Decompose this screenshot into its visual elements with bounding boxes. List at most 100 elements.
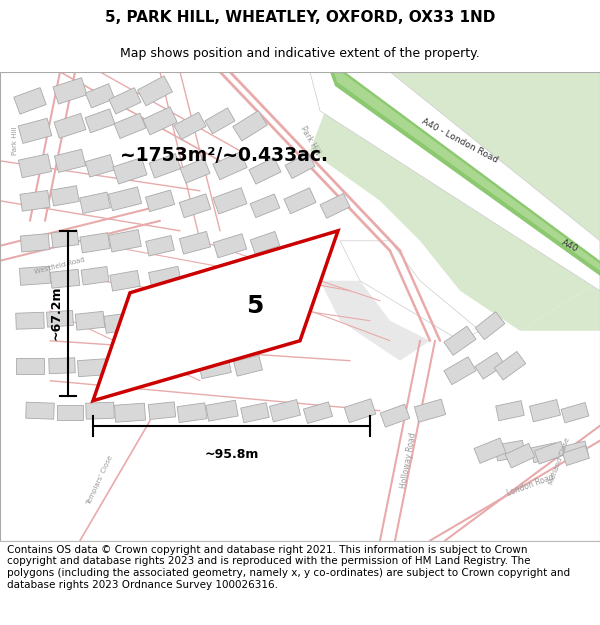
Polygon shape (110, 271, 140, 291)
Text: Templars' Close: Templars' Close (86, 455, 114, 506)
Polygon shape (141, 359, 169, 377)
Polygon shape (53, 78, 87, 104)
Polygon shape (320, 193, 350, 218)
Polygon shape (49, 357, 75, 374)
Polygon shape (19, 154, 52, 178)
Polygon shape (170, 356, 200, 376)
Polygon shape (145, 190, 175, 212)
Polygon shape (269, 399, 301, 422)
Polygon shape (109, 229, 142, 252)
Polygon shape (54, 114, 86, 138)
Polygon shape (75, 311, 105, 330)
Polygon shape (330, 72, 600, 276)
Polygon shape (284, 188, 316, 214)
Polygon shape (220, 267, 250, 289)
Polygon shape (179, 194, 211, 218)
Polygon shape (57, 405, 83, 420)
Text: ~67.2m: ~67.2m (49, 286, 62, 341)
Polygon shape (19, 266, 50, 285)
Polygon shape (109, 88, 141, 114)
Polygon shape (137, 76, 172, 106)
Polygon shape (475, 312, 505, 339)
Polygon shape (474, 438, 506, 463)
Polygon shape (380, 404, 410, 427)
Polygon shape (496, 401, 524, 421)
Polygon shape (233, 312, 263, 334)
Polygon shape (77, 359, 107, 377)
Polygon shape (535, 441, 566, 464)
Text: A40 - London Road: A40 - London Road (421, 117, 500, 165)
Polygon shape (529, 399, 560, 422)
Polygon shape (563, 446, 589, 466)
Polygon shape (444, 357, 476, 384)
Polygon shape (444, 326, 476, 355)
Polygon shape (50, 269, 80, 288)
Polygon shape (174, 112, 206, 139)
Text: Contains OS data © Crown copyright and database right 2021. This information is : Contains OS data © Crown copyright and d… (7, 545, 571, 589)
Text: 5, PARK HILL, WHEATLEY, OXFORD, OX33 1ND: 5, PARK HILL, WHEATLEY, OXFORD, OX33 1ND (105, 11, 495, 26)
Polygon shape (16, 312, 44, 329)
Text: Morland Close: Morland Close (549, 436, 571, 485)
Polygon shape (85, 109, 115, 132)
Text: Park Hill: Park Hill (298, 125, 322, 157)
Text: Holloway Road: Holloway Road (398, 432, 418, 489)
Text: Park Hill: Park Hill (12, 127, 18, 155)
Polygon shape (86, 402, 114, 419)
Polygon shape (26, 402, 54, 419)
Polygon shape (205, 108, 235, 134)
Polygon shape (51, 230, 79, 248)
Polygon shape (199, 309, 232, 332)
Polygon shape (149, 266, 181, 289)
Polygon shape (505, 443, 535, 468)
Text: A40: A40 (560, 238, 580, 254)
Polygon shape (233, 111, 267, 141)
Polygon shape (80, 232, 110, 253)
Polygon shape (149, 154, 181, 178)
Polygon shape (85, 154, 115, 177)
Polygon shape (14, 88, 46, 114)
Polygon shape (18, 118, 52, 143)
Polygon shape (51, 186, 79, 206)
Polygon shape (206, 400, 238, 421)
Polygon shape (340, 241, 480, 341)
Polygon shape (250, 231, 280, 254)
Polygon shape (241, 402, 269, 422)
Polygon shape (494, 351, 526, 380)
Polygon shape (531, 442, 559, 462)
Polygon shape (114, 113, 146, 139)
Polygon shape (495, 441, 525, 461)
Polygon shape (561, 402, 589, 423)
Polygon shape (20, 234, 50, 252)
Polygon shape (562, 441, 589, 461)
Polygon shape (250, 194, 280, 218)
Polygon shape (143, 107, 177, 135)
Polygon shape (148, 402, 176, 419)
Polygon shape (304, 402, 332, 424)
Polygon shape (141, 311, 169, 331)
Polygon shape (180, 159, 210, 183)
Text: ~1753m²/~0.433ac.: ~1753m²/~0.433ac. (120, 146, 328, 166)
Polygon shape (199, 357, 232, 379)
Polygon shape (55, 149, 86, 173)
Polygon shape (415, 399, 446, 422)
Polygon shape (16, 357, 44, 374)
Polygon shape (214, 234, 247, 258)
Polygon shape (185, 270, 215, 291)
Polygon shape (113, 158, 147, 184)
Polygon shape (334, 72, 600, 271)
Polygon shape (177, 403, 207, 422)
Polygon shape (170, 312, 200, 334)
Polygon shape (104, 312, 136, 333)
Polygon shape (106, 356, 138, 376)
Polygon shape (344, 399, 376, 422)
Polygon shape (510, 72, 600, 151)
Polygon shape (146, 236, 175, 256)
Polygon shape (285, 153, 315, 179)
Text: Map shows position and indicative extent of the property.: Map shows position and indicative extent… (120, 48, 480, 61)
Polygon shape (310, 72, 600, 291)
Polygon shape (179, 231, 211, 254)
Polygon shape (475, 352, 505, 379)
Polygon shape (47, 311, 73, 327)
Polygon shape (115, 403, 146, 422)
Polygon shape (81, 266, 109, 285)
